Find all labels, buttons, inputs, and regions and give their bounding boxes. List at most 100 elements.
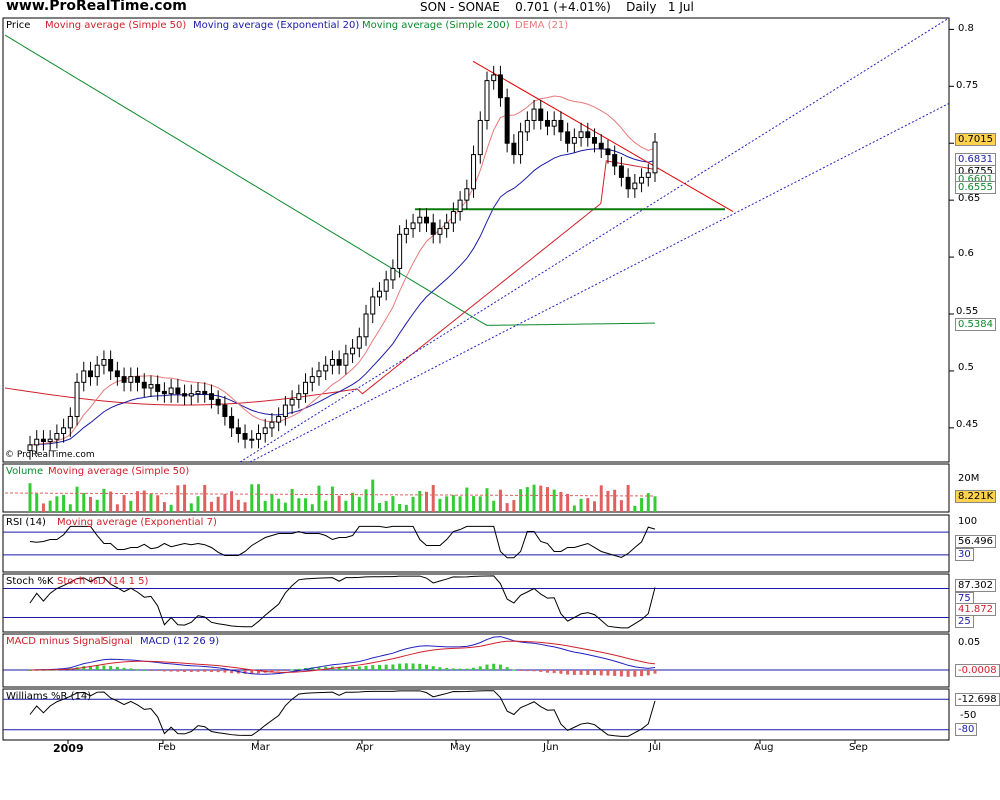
x-month-jun: Jun (543, 742, 559, 753)
candle-body (309, 376, 315, 383)
volume-bar (122, 495, 126, 512)
williams-tag: -12.698 (955, 693, 1000, 706)
candle-body (612, 154, 618, 167)
williams-panel (2, 688, 950, 741)
volume-bar (633, 505, 637, 512)
candle-body (289, 398, 295, 406)
volume-bar (653, 496, 657, 512)
macd-hist-bar (109, 666, 113, 670)
legend-volume: Volume (6, 466, 44, 477)
macd-hist-bar (357, 666, 361, 670)
candle-body (269, 421, 275, 429)
volume-bar (297, 498, 301, 512)
macd-hist-bar (169, 670, 173, 672)
volume-bar (364, 489, 368, 512)
volume-bar (142, 490, 146, 512)
legend-rsi-ma: Moving average (Exponential 7) (57, 517, 217, 528)
macd-hist-bar (532, 670, 536, 672)
macd-hist-bar (599, 670, 603, 676)
price-tick-0.55: 0.55 (956, 306, 979, 317)
candle-body (215, 398, 221, 406)
legend-ema20: Moving average (Exponential 20) (193, 20, 360, 31)
macd-hist-bar (95, 665, 99, 670)
candle-body (524, 119, 530, 133)
symbol-name: SON - SONAE (420, 0, 500, 14)
volume-bar (310, 504, 314, 512)
volume-bar (102, 488, 106, 512)
volume-bar (129, 500, 133, 512)
candle-body (81, 370, 87, 383)
macd-hist-bar (28, 670, 32, 671)
candle-body (363, 313, 369, 338)
macd-hist-bar (498, 664, 502, 670)
candle-body (356, 336, 362, 349)
macd-hist-bar (606, 670, 610, 676)
volume-bar (539, 485, 543, 512)
candle-body (625, 176, 631, 190)
rsi-tick-100: 100 (958, 516, 978, 527)
macd-hist-bar (310, 667, 314, 670)
macd-hist-bar (519, 670, 523, 671)
rsi-tick-30: 30 (955, 548, 974, 561)
candle-body (518, 131, 524, 156)
volume-bar (519, 489, 523, 512)
volume-bar (256, 484, 260, 512)
volume-bar (330, 486, 334, 512)
volume-bar (357, 497, 361, 512)
macd-hist-bar (445, 668, 449, 670)
candle-body (276, 415, 282, 423)
macd-hist-bar (458, 668, 462, 670)
x-month-apr: Apr (356, 742, 374, 753)
candle-body (558, 119, 564, 133)
macd-signal-line (29, 640, 656, 673)
candle-body (148, 384, 154, 389)
macd-hist-bar (344, 666, 348, 670)
candle-body (155, 384, 161, 392)
volume-bar (613, 489, 617, 512)
candle-body (464, 188, 470, 201)
candle-body (632, 182, 638, 190)
candle-body (108, 359, 114, 372)
candle-body (511, 142, 517, 156)
candle-body (531, 108, 537, 121)
candle-body (121, 376, 127, 383)
volume-bar (189, 503, 193, 512)
candle-body (188, 393, 194, 397)
volume-bar (418, 491, 422, 512)
x-year-2009: 2009 (53, 742, 84, 755)
macd-hist-bar (115, 666, 119, 670)
candle-body (303, 381, 309, 395)
legend-sma200: Moving average (Simple 200) (362, 20, 510, 31)
volume-bar (599, 485, 603, 512)
macd-hist-bar (230, 670, 234, 674)
macd-hist-bar (243, 670, 247, 674)
macd-hist-bar (203, 670, 207, 672)
candle-body (376, 290, 382, 298)
volume-bar (283, 502, 287, 512)
volume-bar (48, 500, 52, 512)
volume-bar (82, 493, 86, 512)
candle-body (430, 222, 436, 235)
macd-hist-bar (176, 670, 180, 672)
volume-bar (552, 489, 556, 512)
macd-hist-bar (431, 666, 435, 670)
volume-bar (55, 496, 59, 512)
candle-body (383, 279, 389, 292)
williams-line (29, 690, 656, 737)
stoch-panel (2, 573, 950, 633)
volume-bar (28, 483, 32, 512)
macd-hist-bar (324, 666, 328, 670)
macd-hist-bar (438, 667, 442, 670)
stoch-k-line (29, 575, 656, 629)
macd-hist-bar (283, 670, 287, 671)
volume-bar (398, 504, 402, 512)
macd-hist-bar (384, 664, 388, 670)
candle-body (390, 267, 396, 281)
volume-bar (277, 498, 281, 512)
volume-bar (68, 504, 72, 512)
macd-hist-bar (256, 670, 260, 674)
macd-hist-bar (425, 664, 429, 670)
macd-hist-bar (525, 670, 529, 672)
volume-bar (472, 496, 476, 512)
